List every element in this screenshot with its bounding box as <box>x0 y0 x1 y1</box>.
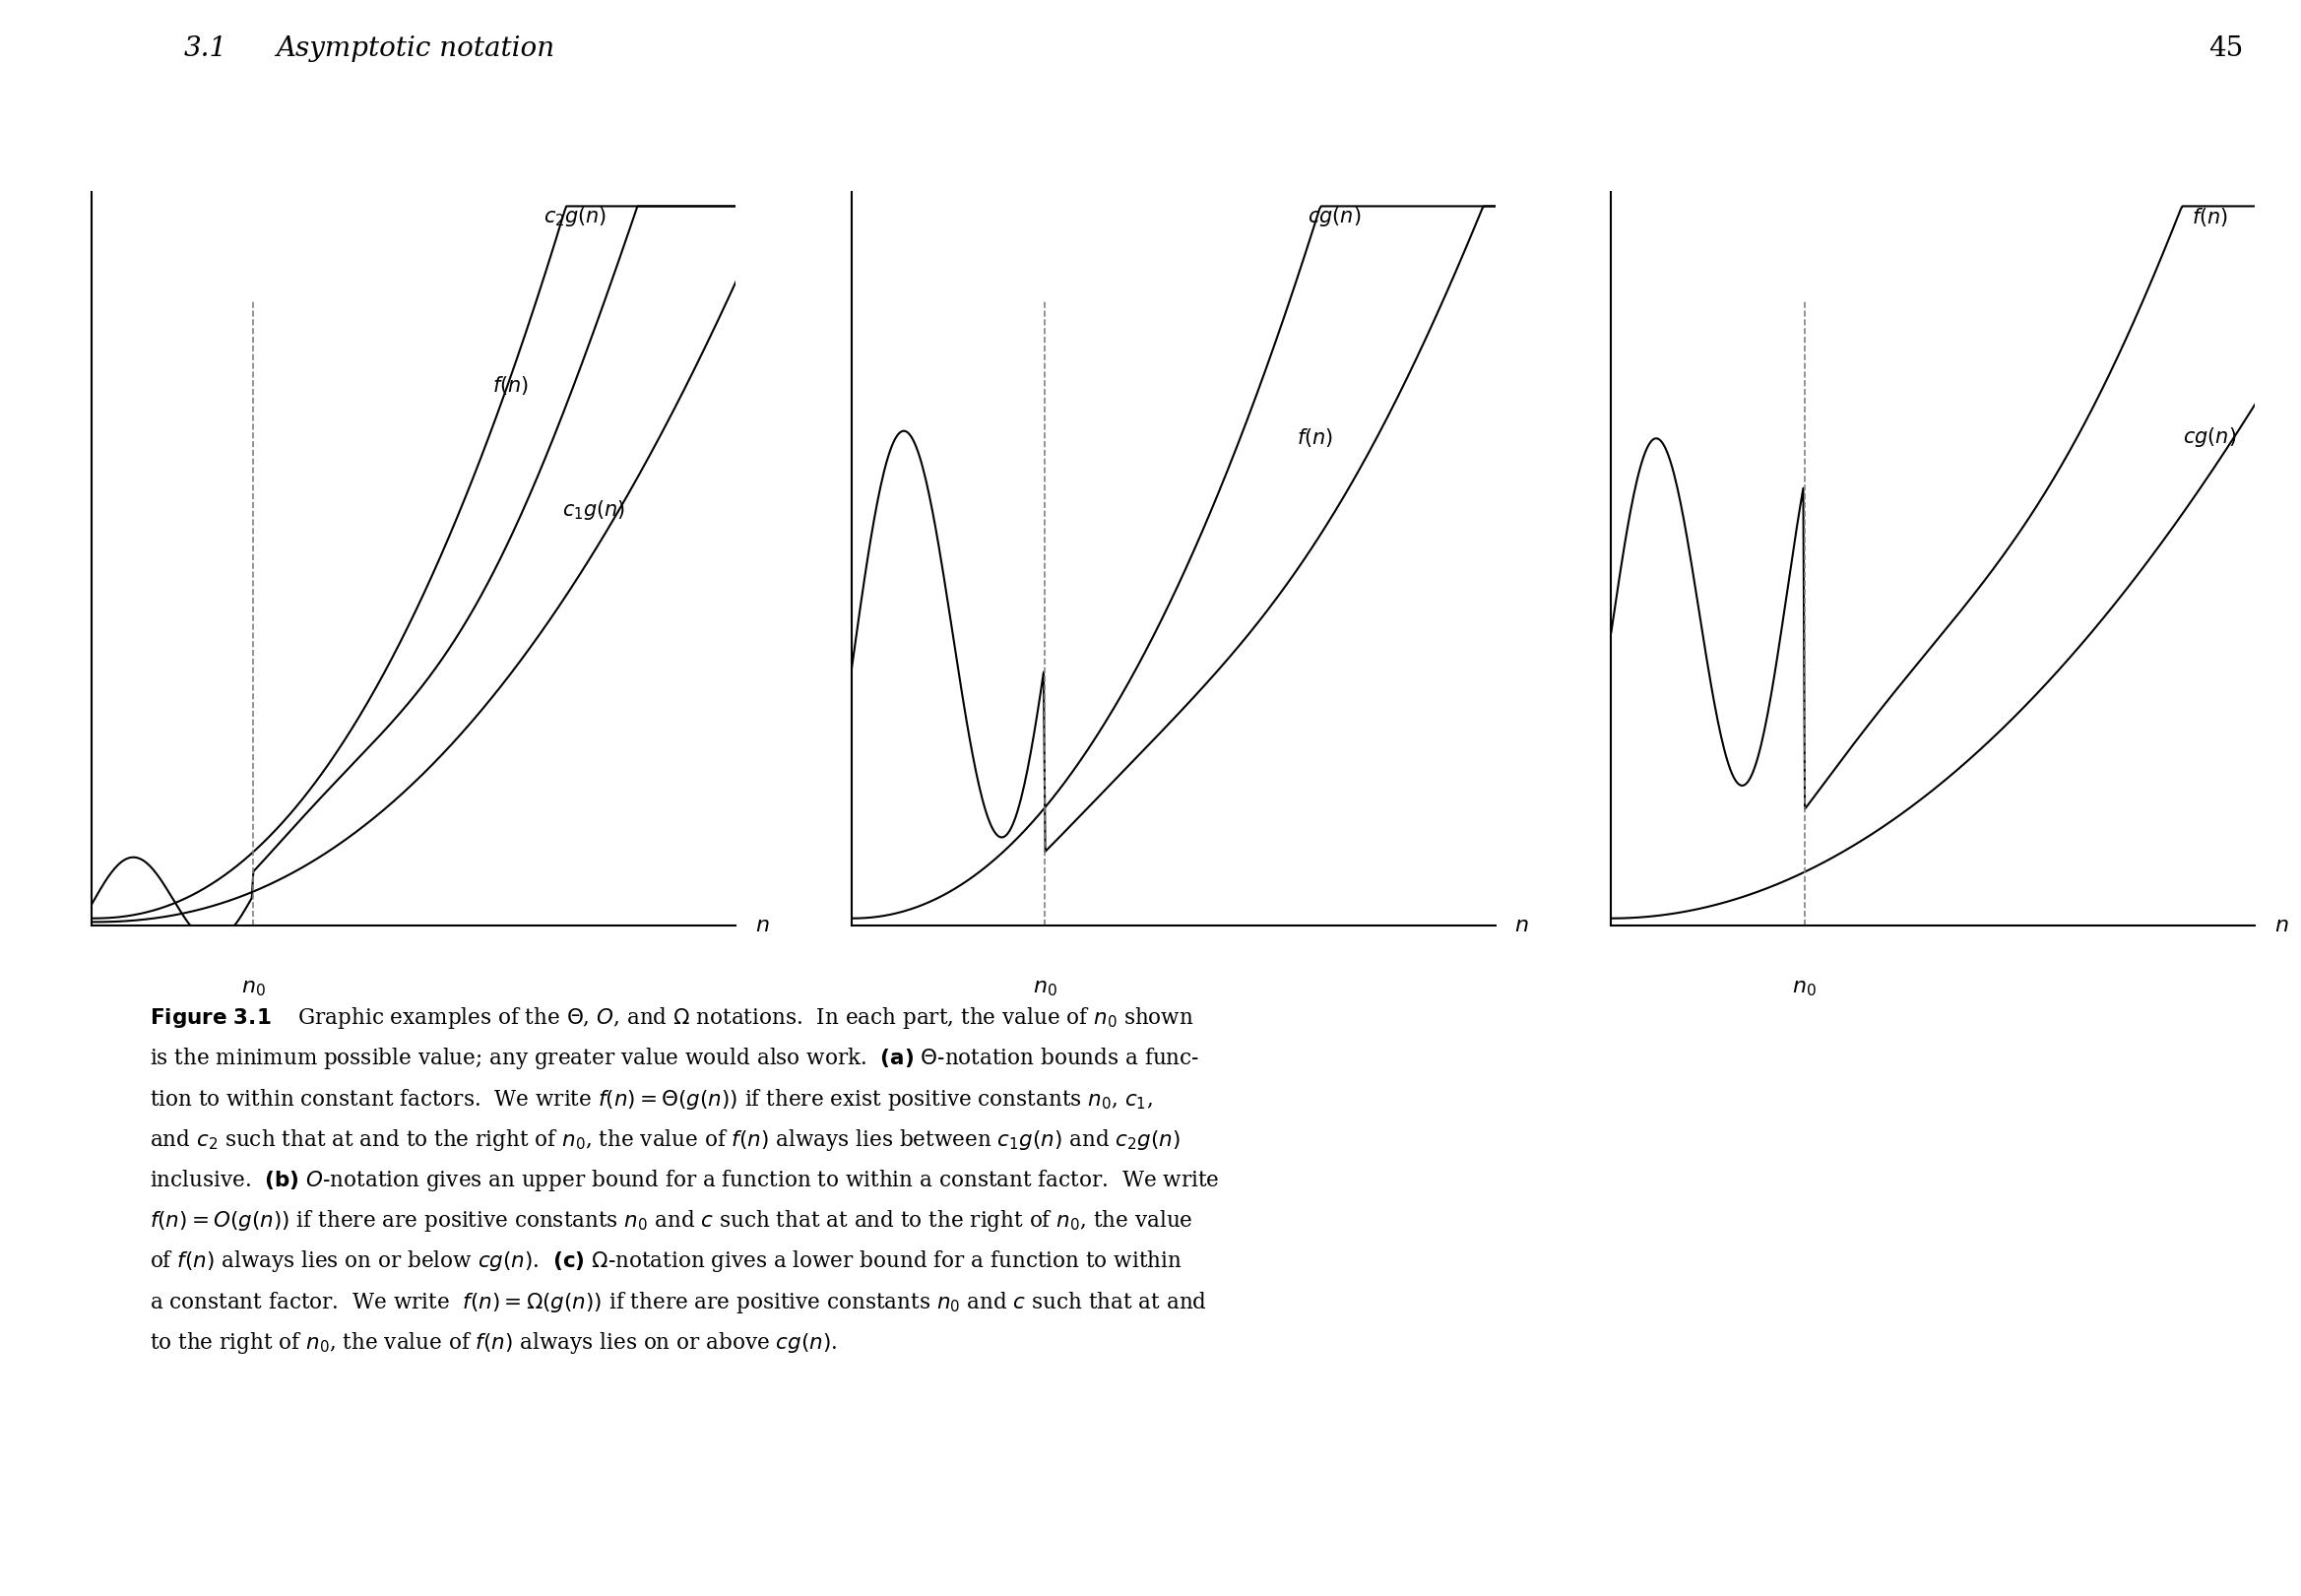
Text: $f(n)$: $f(n)$ <box>2191 206 2227 228</box>
Text: $c_1g(n)$: $c_1g(n)$ <box>561 498 626 522</box>
Text: $n_0$: $n_0$ <box>242 977 265 999</box>
Text: $cg(n)$: $cg(n)$ <box>1307 204 1362 228</box>
Text: $\mathbf{Figure\ 3.1}$    Graphic examples of the $\Theta$, $O$, and $\Omega$ no: $\mathbf{Figure\ 3.1}$ Graphic examples … <box>150 1005 1220 1355</box>
Text: $n$: $n$ <box>755 915 769 937</box>
Text: Asymptotic notation: Asymptotic notation <box>276 35 555 62</box>
Text: $n$: $n$ <box>1514 915 1530 937</box>
Text: $c_2g(n)$: $c_2g(n)$ <box>543 204 607 228</box>
Text: $cg(n)$: $cg(n)$ <box>2184 425 2237 448</box>
Text: $f(n)$: $f(n)$ <box>1298 426 1332 448</box>
Text: $n$: $n$ <box>2273 915 2289 937</box>
Text: 45: 45 <box>2209 35 2243 62</box>
Text: $n_0$: $n_0$ <box>1033 977 1056 999</box>
Text: $f(n)$: $f(n)$ <box>492 375 529 397</box>
Text: $n_0$: $n_0$ <box>1792 977 1815 999</box>
Text: 3.1: 3.1 <box>184 35 228 62</box>
